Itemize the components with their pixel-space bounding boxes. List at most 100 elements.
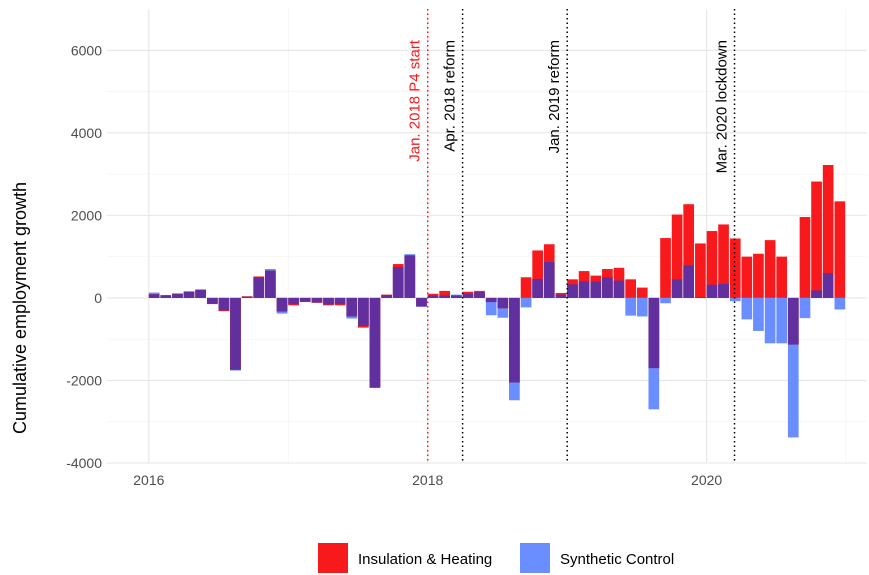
overlap-bar (787, 297, 799, 345)
overlap-bar (822, 273, 834, 298)
bar (741, 297, 753, 320)
overlap-bar (288, 297, 299, 305)
bar (753, 297, 764, 331)
annotation-label: Mar. 2020 lockdown (714, 40, 731, 173)
x-tick-label: 2018 (412, 472, 443, 488)
overlap-bar (346, 297, 358, 317)
y-tick-label: 0 (94, 290, 102, 306)
bar (764, 297, 776, 344)
bar (520, 297, 532, 308)
annotation-label: Jan. 2018 P4 start (407, 39, 424, 162)
overlap-bar (439, 295, 450, 298)
overlap-bar (671, 279, 683, 298)
overlap-bar (183, 291, 195, 298)
overlap-bar (706, 284, 718, 298)
bar (799, 217, 811, 298)
y-tick-label: -4000 (66, 455, 102, 471)
bar (834, 201, 846, 298)
overlap-bar (206, 297, 218, 304)
bar (741, 256, 753, 298)
overlap-bar (683, 265, 695, 298)
overlap-bar (416, 297, 427, 307)
overlap-bar (485, 297, 497, 303)
overlap-bar (648, 297, 660, 369)
overlap-bar (404, 255, 416, 298)
bar (625, 279, 637, 298)
overlap-bar (218, 297, 230, 311)
bar (636, 297, 648, 317)
bar (706, 231, 718, 298)
bar (439, 290, 450, 298)
bar (625, 297, 637, 316)
bar (764, 240, 776, 298)
overlap-bar (567, 284, 578, 298)
overlap-bar (323, 297, 334, 305)
bar (660, 238, 671, 298)
overlap-bar (474, 292, 485, 298)
overlap-bar (241, 296, 253, 298)
overlap-bar (427, 295, 439, 298)
bar (729, 297, 741, 302)
bar (683, 204, 695, 298)
overlap-bar (358, 297, 369, 326)
y-tick-label: 2000 (71, 207, 102, 223)
bar (636, 287, 648, 298)
bar (660, 297, 671, 304)
overlap-bar (497, 297, 509, 309)
y-tick-label: 4000 (71, 125, 102, 141)
overlap-bar (276, 297, 288, 312)
legend-swatch (318, 543, 348, 573)
bar (834, 297, 846, 310)
overlap-bar (578, 281, 590, 298)
overlap-bar (253, 277, 265, 298)
bar (776, 297, 788, 344)
overlap-bar (811, 290, 822, 298)
overlap-bar (334, 297, 346, 305)
legend-swatch (520, 543, 550, 573)
overlap-bar (555, 294, 567, 298)
overlap-bar (590, 281, 602, 298)
bar (729, 238, 741, 298)
bar (520, 277, 532, 298)
overlap-bar (718, 283, 729, 298)
overlap-bar (613, 280, 625, 298)
y-tick-label: -2000 (66, 372, 102, 388)
bar (485, 297, 497, 316)
bar (671, 214, 683, 298)
y-axis-label: Cumulative employment growth (10, 182, 30, 434)
overlap-bar (230, 297, 241, 370)
bar (532, 250, 544, 298)
overlap-bar (311, 297, 323, 303)
overlap-bar (264, 270, 276, 298)
x-tick-label: 2016 (133, 472, 164, 488)
overlap-bar (602, 277, 613, 298)
bar (718, 224, 729, 298)
overlap-bar (299, 297, 311, 302)
legend-label: Synthetic Control (560, 551, 674, 568)
overlap-bar (543, 262, 555, 298)
bar (811, 181, 822, 298)
annotation-label: Jan. 2019 reform (546, 40, 563, 153)
overlap-bar (462, 293, 474, 298)
overlap-bar (148, 294, 160, 298)
bar (753, 253, 764, 298)
bar (822, 165, 834, 298)
overlap-bar (695, 297, 706, 298)
bar (695, 243, 706, 298)
x-tick-label: 2020 (691, 472, 722, 488)
bar (776, 256, 788, 298)
overlap-bar (381, 295, 392, 298)
overlap-bar (392, 266, 404, 298)
overlap-bar (172, 293, 183, 298)
overlap-bar (160, 295, 172, 298)
overlap-bar (451, 295, 462, 298)
overlap-bar (369, 297, 381, 388)
overlap-bar (532, 278, 544, 298)
annotation-label: Apr. 2018 reform (442, 40, 459, 152)
bar (787, 297, 799, 438)
bar (799, 297, 811, 319)
overlap-bar (195, 289, 206, 298)
overlap-bar (509, 297, 520, 383)
legend-label: Insulation & Heating (358, 551, 492, 568)
